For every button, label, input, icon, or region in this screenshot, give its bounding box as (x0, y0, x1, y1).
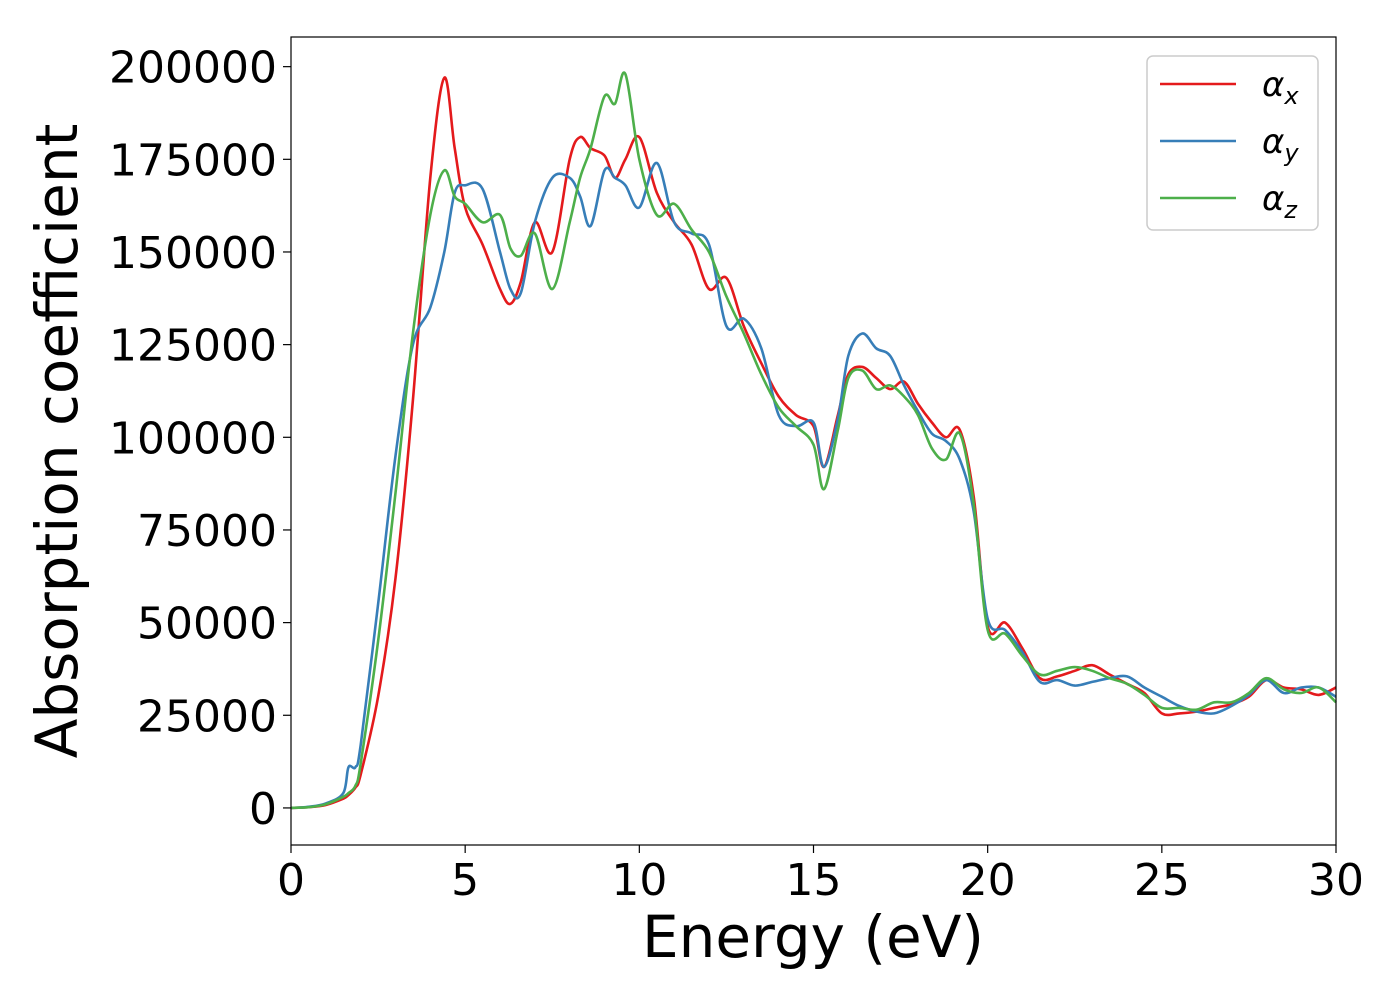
y-tick-label: 200000 (109, 43, 277, 94)
y-axis-label: Absorption coefficient (23, 124, 91, 759)
x-axis: 0 5 10 15 20 25 30 (277, 845, 1364, 906)
x-tick-label: 5 (451, 855, 479, 906)
y-axis: 0 25000 50000 75000 100000 125000 150000 175000… (109, 43, 291, 835)
y-tick-label: 0 (249, 784, 277, 835)
x-axis-label: Energy (eV) (642, 903, 984, 971)
legend-box (1146, 55, 1319, 231)
y-tick-label: 50000 (137, 599, 277, 650)
y-tick-label: 125000 (109, 321, 277, 372)
x-tick-label: 15 (786, 855, 842, 906)
y-tick-label: 150000 (109, 228, 277, 279)
series-lines (290, 71, 1337, 810)
x-tick-label: 20 (960, 855, 1016, 906)
y-tick-label: 100000 (109, 413, 277, 464)
y-tick-label: 75000 (137, 506, 277, 557)
x-tick-label: 30 (1308, 855, 1364, 906)
x-tick-label: 0 (277, 855, 305, 906)
series-line-3 (290, 71, 1337, 810)
x-tick-label: 25 (1134, 855, 1190, 906)
x-tick-label: 10 (611, 855, 667, 906)
y-tick-label: 175000 (109, 135, 277, 186)
y-tick-label: 25000 (137, 691, 277, 742)
series-line-2 (290, 161, 1337, 810)
